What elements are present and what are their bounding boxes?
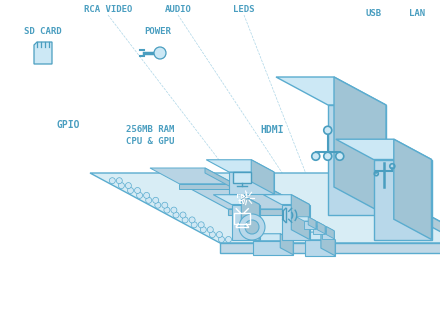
Circle shape [162, 202, 168, 208]
Text: LEDS: LEDS [233, 5, 255, 14]
Text: USB: USB [366, 8, 382, 18]
Circle shape [189, 217, 195, 223]
Circle shape [153, 197, 159, 203]
Text: rpi: rpi [236, 192, 249, 199]
Polygon shape [263, 185, 308, 215]
Circle shape [239, 214, 265, 240]
Polygon shape [296, 217, 316, 221]
Text: AUDIO: AUDIO [165, 5, 191, 14]
Circle shape [336, 152, 344, 160]
Polygon shape [317, 222, 325, 234]
Circle shape [324, 152, 332, 160]
Circle shape [125, 183, 132, 188]
Circle shape [216, 232, 222, 238]
Circle shape [109, 178, 115, 184]
Polygon shape [350, 173, 440, 253]
Text: 256MB RAM: 256MB RAM [126, 125, 174, 135]
Circle shape [173, 212, 179, 218]
Polygon shape [253, 241, 293, 255]
Polygon shape [179, 184, 234, 189]
Polygon shape [231, 204, 260, 240]
Circle shape [312, 152, 320, 160]
Polygon shape [233, 172, 251, 183]
Circle shape [182, 217, 188, 223]
Circle shape [154, 47, 166, 59]
Polygon shape [183, 185, 308, 209]
Text: tv: tv [238, 199, 246, 205]
Polygon shape [334, 77, 386, 215]
Polygon shape [305, 222, 325, 226]
Polygon shape [241, 195, 260, 240]
Polygon shape [328, 105, 386, 215]
Circle shape [135, 188, 140, 193]
Circle shape [136, 192, 143, 198]
Circle shape [191, 222, 197, 228]
Polygon shape [291, 195, 309, 240]
Polygon shape [282, 204, 309, 240]
Polygon shape [291, 232, 335, 240]
Polygon shape [336, 139, 432, 160]
Polygon shape [205, 168, 234, 189]
Circle shape [128, 188, 133, 193]
Polygon shape [280, 234, 293, 255]
Circle shape [180, 212, 186, 218]
Polygon shape [276, 77, 386, 105]
Text: GPIO: GPIO [56, 120, 80, 130]
Polygon shape [240, 234, 293, 241]
Polygon shape [374, 160, 432, 240]
Polygon shape [326, 227, 334, 239]
Text: CPU & GPU: CPU & GPU [126, 136, 174, 146]
Polygon shape [229, 172, 274, 194]
Circle shape [245, 220, 259, 234]
Polygon shape [263, 195, 309, 204]
Circle shape [207, 227, 213, 233]
Circle shape [118, 183, 125, 188]
Polygon shape [308, 217, 316, 229]
Text: HDMI: HDMI [260, 125, 284, 135]
Circle shape [116, 178, 122, 184]
Polygon shape [34, 42, 52, 64]
Text: SD CARD: SD CARD [24, 27, 62, 35]
Polygon shape [394, 139, 432, 240]
Polygon shape [150, 168, 234, 184]
Polygon shape [313, 226, 325, 234]
Polygon shape [305, 240, 335, 256]
Circle shape [209, 232, 216, 238]
Polygon shape [322, 231, 334, 239]
Circle shape [324, 126, 332, 134]
Polygon shape [206, 160, 274, 172]
Circle shape [164, 207, 170, 213]
Polygon shape [220, 243, 440, 253]
Polygon shape [251, 160, 274, 194]
Polygon shape [213, 195, 260, 204]
Circle shape [198, 222, 204, 228]
Polygon shape [321, 232, 335, 256]
Polygon shape [304, 221, 316, 229]
Circle shape [171, 207, 177, 213]
Text: RCA VIDEO: RCA VIDEO [84, 5, 132, 14]
Circle shape [146, 197, 152, 203]
Circle shape [219, 237, 224, 242]
Text: POWER: POWER [145, 27, 172, 35]
Circle shape [200, 227, 206, 233]
Polygon shape [228, 209, 308, 215]
Circle shape [143, 192, 150, 198]
Circle shape [226, 237, 231, 242]
Text: LAN: LAN [409, 8, 425, 18]
Polygon shape [90, 173, 440, 243]
Circle shape [155, 202, 161, 208]
Polygon shape [315, 227, 334, 231]
